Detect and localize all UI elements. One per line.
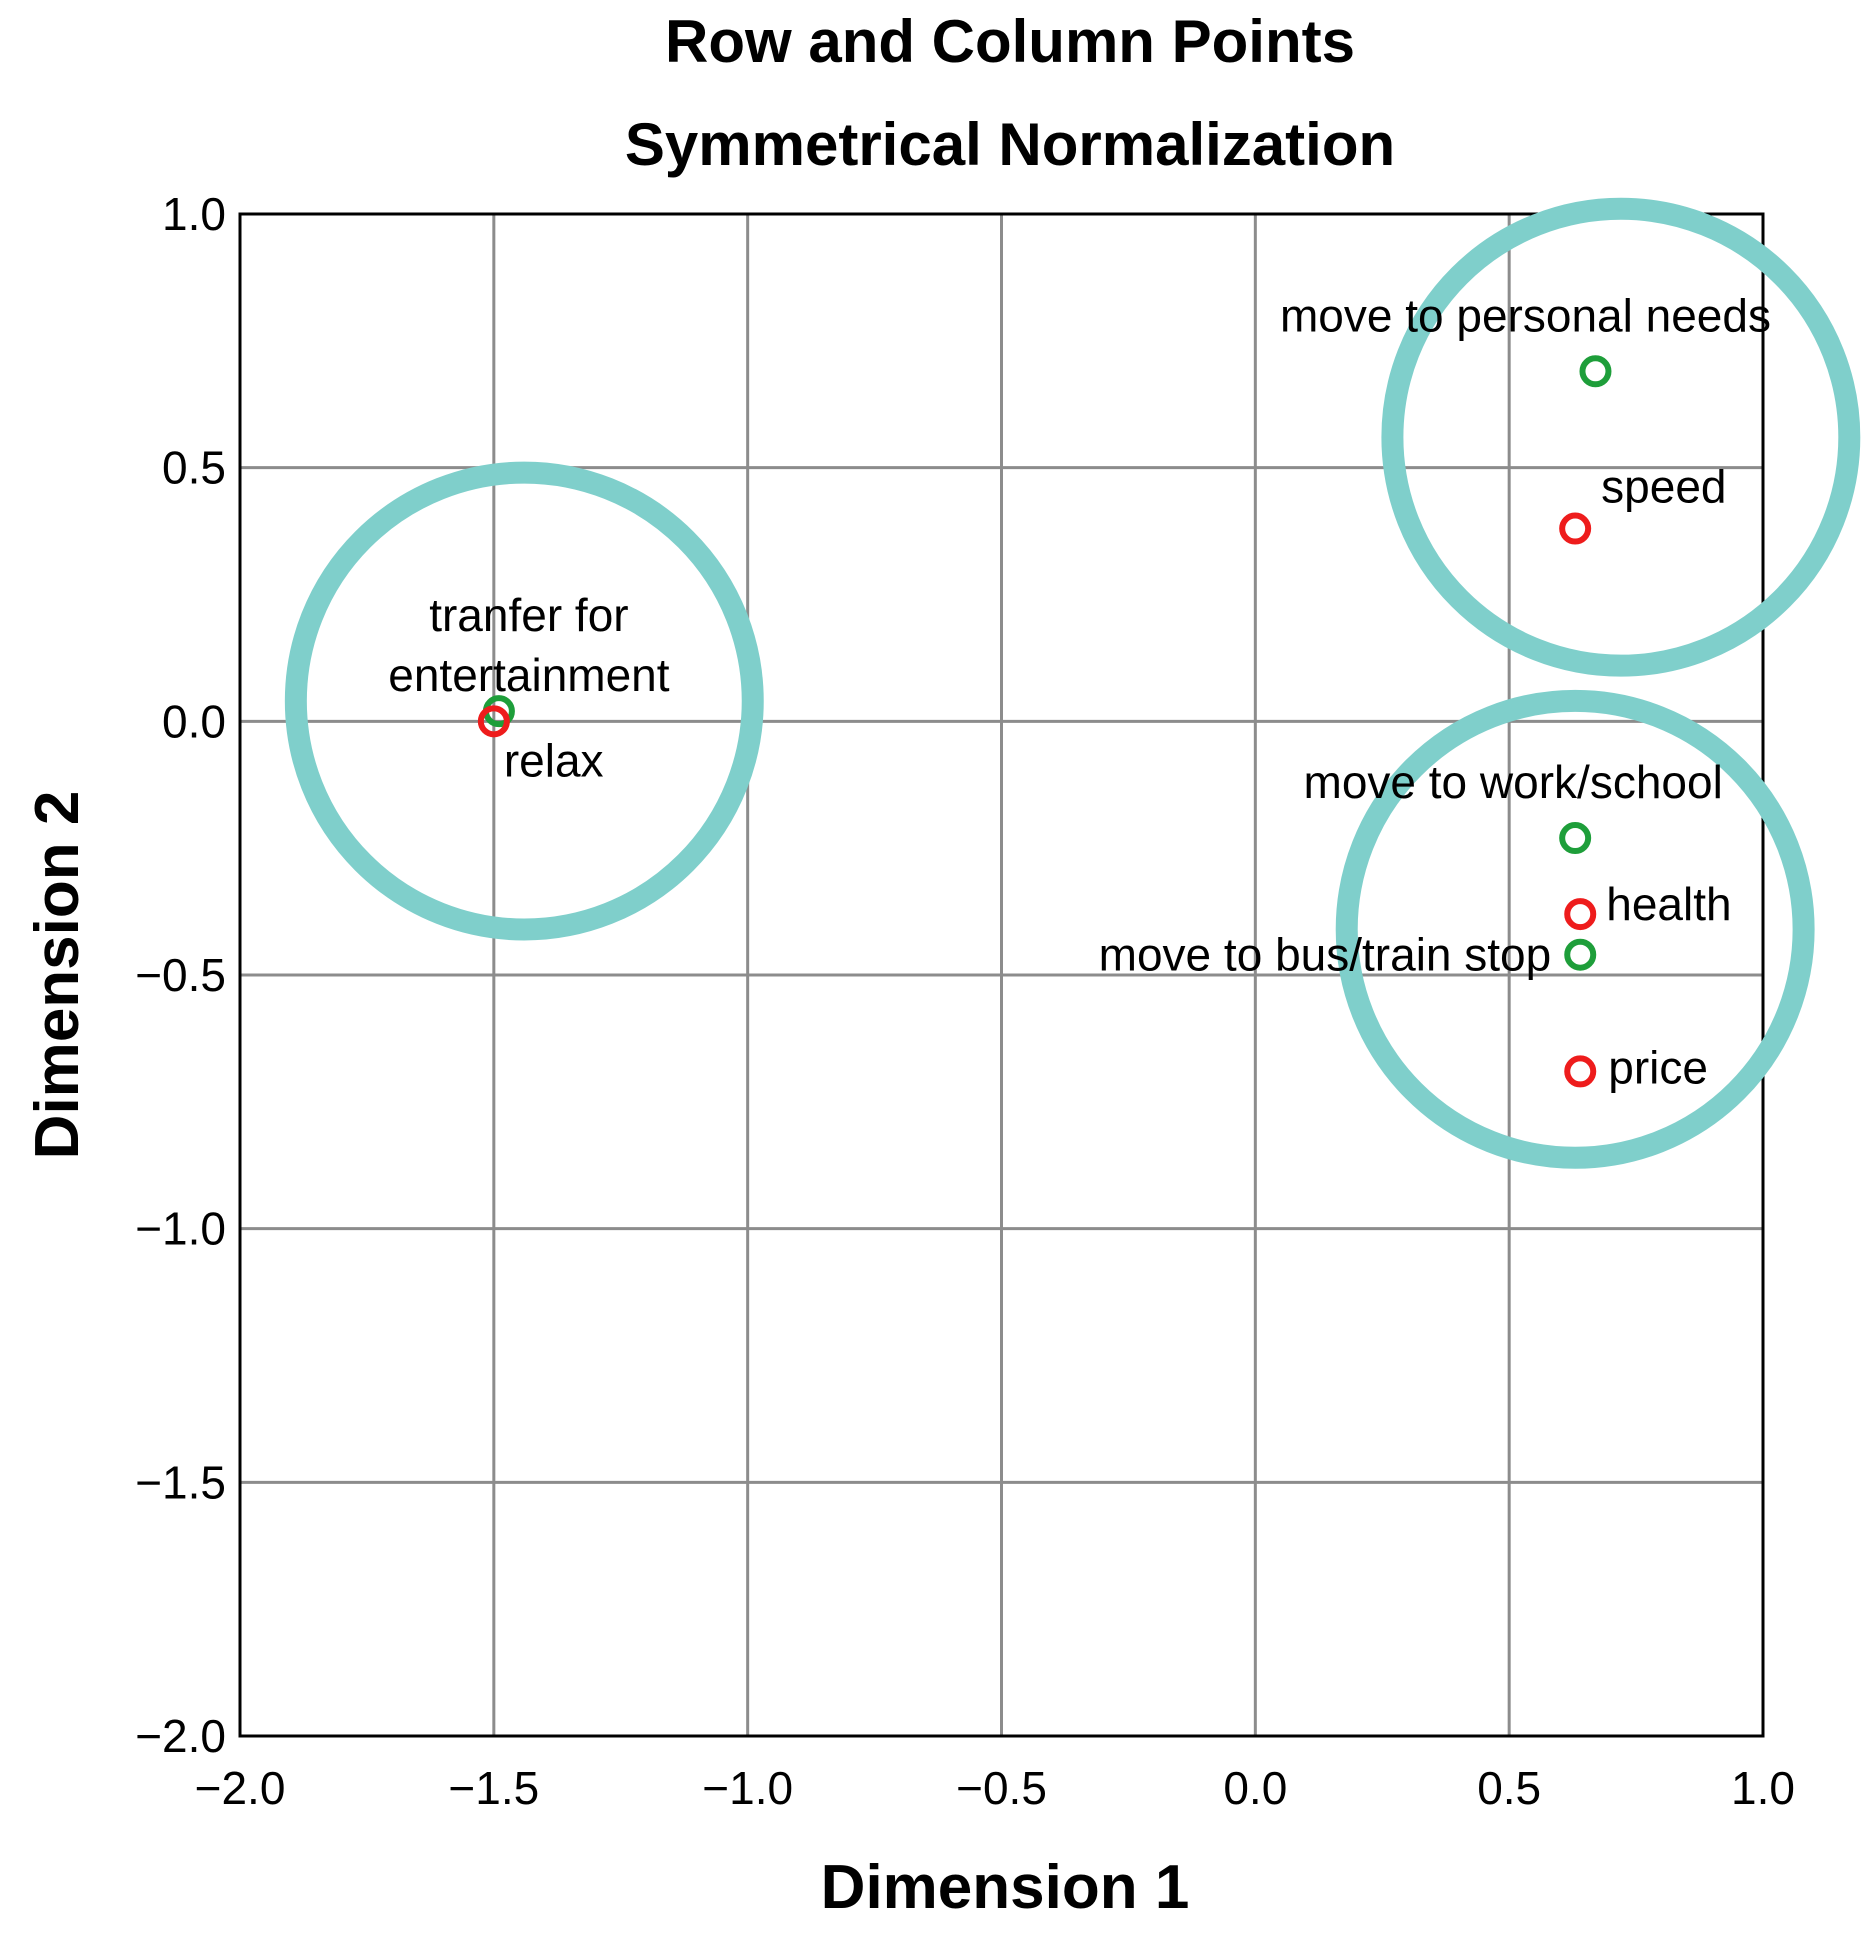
data-point — [1559, 822, 1592, 855]
y-tick-label: −1.0 — [135, 1203, 226, 1255]
cluster-circles — [284, 197, 1861, 1169]
cluster-circle — [284, 461, 764, 941]
x-tick-label: −1.5 — [448, 1762, 539, 1814]
data-point — [1564, 898, 1597, 931]
cluster-circle — [1335, 689, 1815, 1169]
y-tick-label: −1.5 — [135, 1456, 226, 1508]
x-tick-label: 1.0 — [1731, 1762, 1795, 1814]
y-tick-label: 0.5 — [162, 442, 226, 494]
data-point — [477, 705, 510, 738]
x-tick-label: −0.5 — [956, 1762, 1047, 1814]
point-label: price — [1608, 1041, 1708, 1093]
cluster-circle — [1381, 197, 1861, 677]
y-tick-label: 1.0 — [162, 188, 226, 240]
plot-frame — [238, 212, 1765, 1738]
x-tick-label: −1.0 — [702, 1762, 793, 1814]
tick-labels: −2.0 −1.5 −1.0 −0.5 0.0 0.5 1.0 1.0 0.5 0.0 −0.5 −1… — [135, 188, 1795, 1814]
point-label: tranfer for entertainment — [388, 589, 669, 701]
chart-title: Row and Column Points — [665, 8, 1355, 75]
data-point — [1564, 1055, 1597, 1088]
y-tick-label: −0.5 — [135, 949, 226, 1001]
y-axis-title: Dimension 2 — [23, 791, 92, 1160]
x-tick-label: −2.0 — [195, 1762, 286, 1814]
point-label: move to bus/train stop — [1099, 929, 1552, 981]
point-label: move to work/school — [1304, 756, 1723, 808]
y-tick-label: 0.0 — [162, 695, 226, 747]
y-tick-label: −2.0 — [135, 1710, 226, 1762]
point-label: move to personal needs — [1280, 289, 1771, 341]
x-tick-label: 0.0 — [1223, 1762, 1287, 1814]
point-label: health — [1606, 878, 1731, 930]
point-label: relax — [504, 734, 604, 786]
x-tick-label: 0.5 — [1477, 1762, 1541, 1814]
data-point — [1579, 355, 1612, 388]
chart-subtitle: Symmetrical Normalization — [625, 111, 1395, 178]
point-label: speed — [1601, 461, 1726, 513]
x-axis-title: Dimension 1 — [821, 1853, 1190, 1922]
data-point — [1559, 512, 1592, 545]
data-point — [1564, 938, 1597, 971]
data-points: move to personal needs tranfer for enterta… — [388, 289, 1771, 1093]
